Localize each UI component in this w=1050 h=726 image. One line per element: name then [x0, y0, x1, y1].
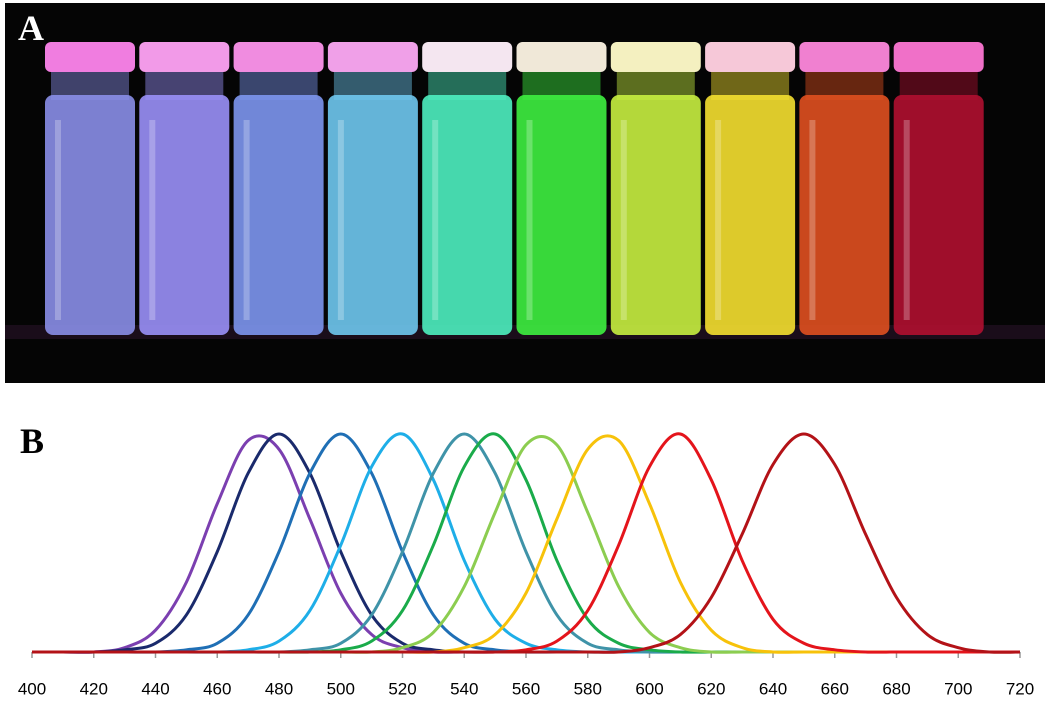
- vial-shine: [337, 120, 344, 320]
- vial-cap: [327, 42, 418, 72]
- vial-body: [327, 95, 418, 335]
- vial-neck: [51, 70, 129, 100]
- vial-neck: [145, 70, 224, 100]
- x-tick-label: 500: [327, 679, 355, 698]
- spectrum-line: [32, 432, 1020, 654]
- panel-label: A: [18, 8, 44, 48]
- x-tick-label: 580: [574, 679, 602, 698]
- vial-body: [45, 95, 135, 335]
- vial-cap: [139, 42, 230, 72]
- x-tick-label: 480: [265, 679, 293, 698]
- x-tick-label: 680: [882, 679, 910, 698]
- x-tick-label: 440: [141, 679, 169, 698]
- vial-cap: [610, 42, 701, 72]
- x-tick-label: 420: [80, 679, 108, 698]
- vial-cap: [705, 42, 796, 72]
- spectrum-line: [32, 432, 1021, 654]
- vials: [45, 42, 984, 335]
- vial-shine: [149, 120, 156, 320]
- vial-cap: [233, 42, 324, 72]
- x-tick-label: 620: [697, 679, 725, 698]
- x-tick-label: 700: [944, 679, 972, 698]
- plot: 400 420 440 460 480 500 520 540 560 580 600 620 640 6…: [18, 432, 1034, 698]
- vial-shine: [903, 120, 910, 320]
- vial-cap: [422, 42, 513, 72]
- vial-neck: [899, 70, 978, 100]
- vial-shine: [620, 120, 627, 320]
- vial-shine: [809, 120, 816, 320]
- vial-neck: [616, 70, 695, 100]
- x-tick-label: 400: [18, 679, 46, 698]
- vial-shine: [243, 120, 250, 320]
- x-tick-label: 540: [450, 679, 478, 698]
- vial-cap: [45, 42, 135, 72]
- vial-neck: [805, 70, 884, 100]
- vial-body: [610, 95, 701, 335]
- vial-body: [799, 95, 890, 335]
- x-tick-label: 560: [512, 679, 540, 698]
- vial-body: [705, 95, 796, 335]
- x-tick-label: 640: [759, 679, 787, 698]
- vial-neck: [428, 70, 507, 100]
- vial-neck: [239, 70, 318, 100]
- spectrum-line: [32, 432, 1020, 654]
- x-tick-label: 520: [388, 679, 416, 698]
- vial-body: [422, 95, 513, 335]
- vial-body: [893, 95, 984, 335]
- x-tick-label: 720: [1006, 679, 1034, 698]
- vial-neck: [333, 70, 412, 100]
- x-tick-label: 660: [821, 679, 849, 698]
- spectrum-line: [32, 432, 1020, 654]
- vial-shine: [526, 120, 533, 320]
- panel-label: B: [20, 421, 44, 461]
- spectrum-line: [32, 434, 1020, 654]
- vial-cap: [799, 42, 890, 72]
- vial-body: [516, 95, 607, 335]
- vial-body: [233, 95, 324, 335]
- vial-cap: [516, 42, 607, 72]
- x-tick-label: 600: [635, 679, 663, 698]
- spectrum-line: [32, 432, 1020, 654]
- spectrum-line: [32, 432, 1020, 654]
- vial-shine: [55, 120, 61, 320]
- spectrum-line: [32, 432, 1020, 654]
- vial-neck: [711, 70, 790, 100]
- vial-body: [139, 95, 230, 335]
- vial-neck: [522, 70, 601, 100]
- vial-cap: [893, 42, 984, 72]
- spectrum-line: [32, 434, 1020, 654]
- vial-shine: [432, 120, 439, 320]
- x-tick-label: 460: [203, 679, 231, 698]
- vial-shine: [715, 120, 722, 320]
